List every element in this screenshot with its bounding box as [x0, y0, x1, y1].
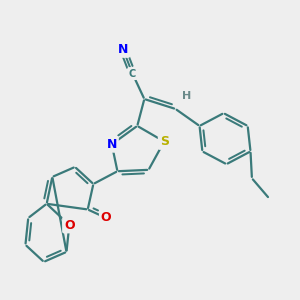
Text: N: N — [106, 138, 117, 151]
Text: H: H — [182, 91, 191, 101]
Text: O: O — [101, 212, 111, 224]
Text: N: N — [118, 43, 128, 56]
Text: S: S — [160, 135, 169, 148]
Text: H: H — [182, 91, 191, 101]
Text: C: C — [129, 69, 136, 79]
Text: O: O — [64, 218, 75, 232]
